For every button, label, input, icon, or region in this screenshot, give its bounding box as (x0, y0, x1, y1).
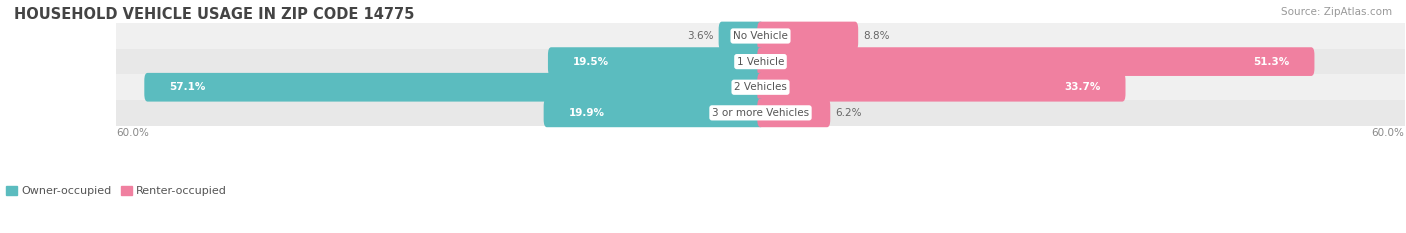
Bar (117, 23, 1405, 49)
Text: HOUSEHOLD VEHICLE USAGE IN ZIP CODE 14775: HOUSEHOLD VEHICLE USAGE IN ZIP CODE 1477… (14, 7, 415, 22)
Legend: Owner-occupied, Renter-occupied: Owner-occupied, Renter-occupied (1, 182, 232, 201)
Text: 57.1%: 57.1% (169, 82, 205, 92)
FancyBboxPatch shape (758, 73, 1125, 102)
FancyBboxPatch shape (544, 99, 763, 127)
Bar (117, 100, 1405, 126)
FancyBboxPatch shape (548, 47, 763, 76)
Text: 19.9%: 19.9% (568, 108, 605, 118)
Text: 8.8%: 8.8% (863, 31, 890, 41)
Text: 2 Vehicles: 2 Vehicles (734, 82, 787, 92)
Text: 1 Vehicle: 1 Vehicle (737, 57, 785, 67)
Text: 33.7%: 33.7% (1064, 82, 1101, 92)
Text: 3 or more Vehicles: 3 or more Vehicles (711, 108, 808, 118)
Text: No Vehicle: No Vehicle (733, 31, 787, 41)
Text: 3.6%: 3.6% (686, 31, 713, 41)
FancyBboxPatch shape (145, 73, 763, 102)
FancyBboxPatch shape (758, 47, 1315, 76)
FancyBboxPatch shape (758, 99, 831, 127)
Text: 60.0%: 60.0% (1372, 128, 1405, 138)
Text: Source: ZipAtlas.com: Source: ZipAtlas.com (1281, 7, 1392, 17)
Text: 60.0%: 60.0% (117, 128, 149, 138)
Text: 19.5%: 19.5% (572, 57, 609, 67)
Bar (117, 74, 1405, 100)
FancyBboxPatch shape (758, 22, 858, 50)
Text: 51.3%: 51.3% (1254, 57, 1289, 67)
Bar (117, 49, 1405, 74)
FancyBboxPatch shape (718, 22, 763, 50)
Text: 6.2%: 6.2% (835, 108, 862, 118)
